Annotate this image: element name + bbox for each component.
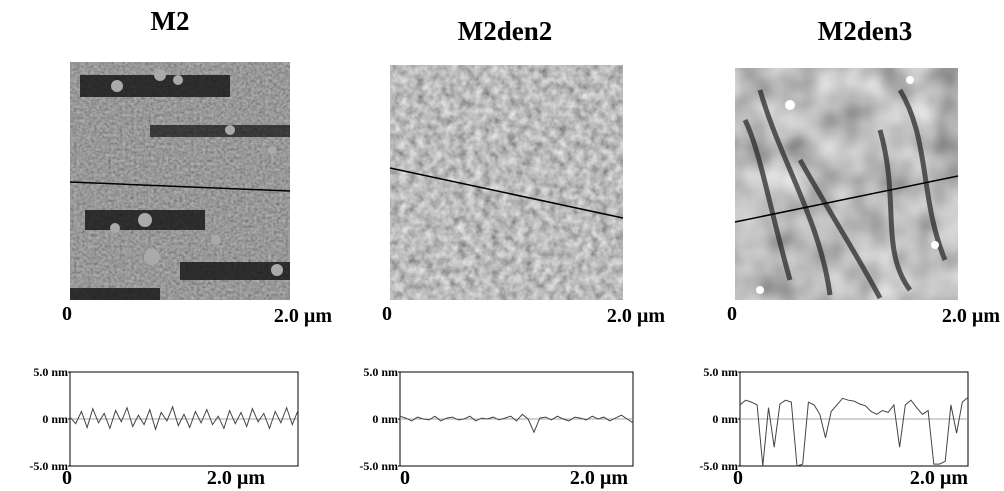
panel-title: M2den2 [458,16,553,46]
image-axis-label: 0 [727,303,737,325]
y-tick-label: -5.0 nm [699,459,738,473]
image-axis-label: 2.0 µm [942,305,1001,327]
y-tick-label: -5.0 nm [359,459,398,473]
y-tick-label: 5.0 nm [703,365,738,379]
x-tick-label: 2.0 µm [570,467,629,489]
y-tick-label: 5.0 nm [363,365,398,379]
y-tick-label: 0 nm [42,412,68,426]
x-tick-label: 0 [400,467,410,489]
profile-line [399,413,634,434]
x-tick-label: 0 [62,467,72,489]
profile-line [69,405,299,431]
image-axis-label: 0 [382,303,392,325]
panel-title: M2 [151,6,190,36]
image-axis-label: 2.0 µm [607,305,666,327]
x-tick-label: 2.0 µm [207,467,266,489]
x-tick-label: 2.0 µm [910,467,969,489]
afm-image [389,65,624,300]
profile-line [739,397,969,467]
y-tick-label: 0 nm [712,412,738,426]
y-tick-label: 0 nm [372,412,398,426]
panel-title: M2den3 [818,16,913,46]
image-axis-label: 2.0 µm [274,305,333,327]
y-tick-label: 5.0 nm [33,365,68,379]
image-axis-label: 0 [62,303,72,325]
y-tick-label: -5.0 nm [29,459,68,473]
afm-image [734,68,959,300]
x-tick-label: 0 [733,467,743,489]
afm-image [69,62,291,300]
